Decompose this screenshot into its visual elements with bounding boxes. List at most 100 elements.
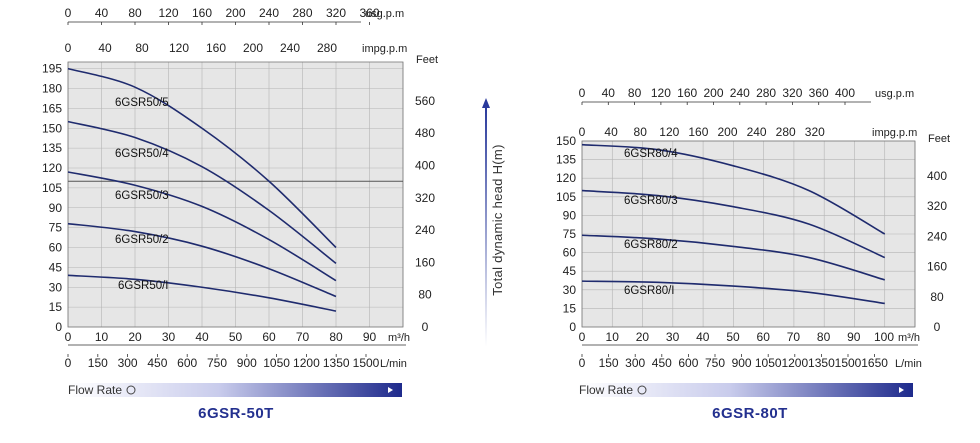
- impg-tick-label: 0: [65, 41, 72, 55]
- y-tick-label: 75: [563, 227, 577, 241]
- series-line-6gsr50-3: [67, 171, 337, 282]
- lmin-tick-label: 300: [118, 356, 138, 370]
- usg-tick-label: 200: [225, 6, 245, 20]
- series-label: 6GSR50/4: [115, 148, 169, 160]
- x-tick-label: 100: [874, 330, 894, 344]
- chart-title: 6GSR-50T: [198, 405, 274, 422]
- lmin-tick-label: 600: [678, 356, 698, 370]
- usg-tick-label: 160: [677, 86, 697, 100]
- y-tick-label: 75: [49, 221, 63, 235]
- usg-tick-label: 80: [128, 6, 142, 20]
- series-label: 6GSR50/2: [115, 234, 169, 246]
- chart-6gsr-80t: 0153045607590105120135150080160240320400…: [556, 86, 950, 422]
- impg-tick-label: 80: [135, 41, 149, 55]
- usg-tick-label: 0: [579, 86, 586, 100]
- y-tick-label: 15: [49, 300, 63, 314]
- y-tick-label: 120: [42, 161, 62, 175]
- feet-tick-label: 80: [418, 288, 432, 302]
- lmin-tick-label: 0: [579, 356, 586, 370]
- flow-icon: [637, 385, 647, 395]
- lmin-tick-label: 600: [177, 356, 197, 370]
- impg-tick-label: 280: [317, 41, 337, 55]
- series-line-6gsr50-4: [67, 120, 337, 265]
- usg-tick-label: 120: [158, 6, 178, 20]
- usg-tick-label: 320: [326, 6, 346, 20]
- flow-icon: [126, 385, 136, 395]
- lmin-tick-label: 0: [65, 356, 72, 370]
- lmin-tick-label: 1050: [263, 356, 290, 370]
- y-tick-label: 150: [42, 121, 62, 135]
- feet-tick-label: 400: [415, 158, 435, 172]
- impg-tick-label: 40: [98, 41, 112, 55]
- impg-tick-label: 240: [747, 125, 767, 139]
- x-tick-label: 80: [329, 330, 343, 344]
- usg-tick-label: 40: [95, 6, 109, 20]
- flow-rate-bar: [579, 383, 913, 397]
- y-tick-label: 30: [563, 283, 577, 297]
- y-axis-label-group: Total dynamic head H(m): [482, 98, 505, 347]
- usg-tick-label: 320: [782, 86, 802, 100]
- y-tick-label: 135: [42, 141, 62, 155]
- x-tick-label: 80: [817, 330, 831, 344]
- y-tick-label: 195: [42, 62, 62, 76]
- feet-tick-label: 560: [415, 94, 435, 108]
- series-label: 6GSR50/3: [115, 190, 169, 202]
- impg-tick-label: 320: [805, 125, 825, 139]
- impg-unit-label: impg.p.m: [362, 43, 407, 55]
- series-label: 6GSR50/I: [118, 280, 169, 292]
- y-tick-label: 180: [42, 82, 62, 96]
- series-line-6gsr50-5: [67, 67, 337, 249]
- y-axis-label: Total dynamic head H(m): [490, 144, 505, 295]
- x-tick-label: 60: [757, 330, 771, 344]
- usg-tick-label: 0: [65, 6, 72, 20]
- usg-unit-label: usg.p.m: [875, 88, 914, 100]
- usg-tick-label: 240: [259, 6, 279, 20]
- series-label: 6GSR80/3: [624, 195, 678, 207]
- lmin-unit-label: L/min: [895, 358, 922, 370]
- x-tick-label: 50: [726, 330, 740, 344]
- usg-tick-label: 80: [628, 86, 642, 100]
- x-tick-label: 90: [363, 330, 377, 344]
- usg-tick-label: 240: [730, 86, 750, 100]
- usg-tick-label: 360: [809, 86, 829, 100]
- lmin-tick-label: 750: [207, 356, 227, 370]
- y-tick-label: 150: [556, 134, 576, 148]
- x-tick-label: 30: [666, 330, 680, 344]
- usg-tick-label: 160: [192, 6, 212, 20]
- y-tick-label: 135: [556, 153, 576, 167]
- feet-tick-label: 400: [927, 169, 947, 183]
- x-tick-label: 40: [696, 330, 710, 344]
- impg-tick-label: 160: [206, 41, 226, 55]
- usg-tick-label: 280: [292, 6, 312, 20]
- feet-unit-label: Feet: [416, 54, 438, 66]
- plot-border: [581, 140, 916, 328]
- series-label: 6GSR50/5: [115, 97, 169, 109]
- impg-tick-label: 120: [169, 41, 189, 55]
- x-tick-label: 40: [195, 330, 209, 344]
- lmin-tick-label: 900: [732, 356, 752, 370]
- flow-rate-label: Flow Rate: [68, 383, 122, 397]
- y-tick-label: 105: [42, 181, 62, 195]
- impg-tick-label: 160: [688, 125, 708, 139]
- feet-tick-label: 160: [927, 260, 947, 274]
- series-line-6gsr80-3: [581, 189, 886, 259]
- x-tick-label: 70: [787, 330, 801, 344]
- lmin-tick-label: 1650: [861, 356, 888, 370]
- impg-tick-label: 200: [717, 125, 737, 139]
- y-tick-label: 45: [563, 264, 577, 278]
- x-tick-label: 20: [128, 330, 142, 344]
- x-tick-label: 10: [95, 330, 109, 344]
- y-tick-label: 45: [49, 260, 63, 274]
- x-unit-label: m³/h: [898, 332, 920, 344]
- lmin-unit-label: L/min: [380, 358, 407, 370]
- lmin-tick-label: 900: [237, 356, 257, 370]
- feet-tick-label: 480: [415, 126, 435, 140]
- play-arrow-icon: [899, 387, 904, 393]
- x-tick-label: 10: [606, 330, 620, 344]
- impg-tick-label: 0: [579, 125, 586, 139]
- usg-tick-label: 120: [651, 86, 671, 100]
- flow-rate-label: Flow Rate: [579, 383, 633, 397]
- impg-tick-label: 80: [634, 125, 648, 139]
- x-tick-label: 60: [262, 330, 276, 344]
